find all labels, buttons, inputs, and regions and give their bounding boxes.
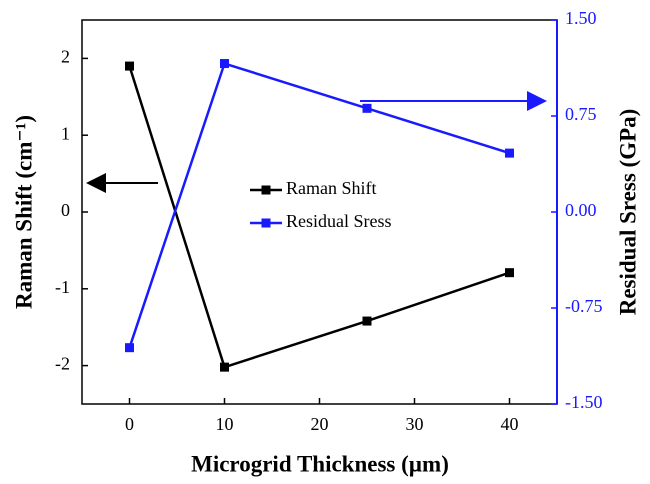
point bbox=[125, 343, 134, 353]
legend-label: Residual Sress bbox=[286, 211, 392, 231]
y-tick-label: -1 bbox=[55, 277, 70, 297]
y-tick-label: 0 bbox=[61, 200, 70, 220]
series-line bbox=[128, 65, 510, 369]
point bbox=[505, 268, 514, 278]
y2-tick-label: -0.75 bbox=[565, 296, 603, 316]
point bbox=[362, 316, 372, 326]
x-tick-label: 10 bbox=[216, 414, 234, 434]
x-axis-label: Microgrid Thickness (µm) bbox=[191, 451, 449, 476]
y2-tick-label: 1.50 bbox=[565, 8, 597, 28]
legend-marker bbox=[261, 218, 271, 228]
x-tick-label: 40 bbox=[501, 414, 519, 434]
x-tick-label: 30 bbox=[406, 414, 424, 434]
y2-tick-label: -1.50 bbox=[565, 392, 603, 412]
point bbox=[505, 148, 514, 158]
x-tick-label: 0 bbox=[125, 414, 134, 434]
point bbox=[220, 362, 229, 372]
series-line bbox=[128, 61, 510, 349]
y2-tick-label: 0.75 bbox=[565, 104, 597, 124]
y-tick-label: 1 bbox=[61, 123, 70, 143]
legend-label: Raman Shift bbox=[286, 178, 377, 198]
y-tick-label: -2 bbox=[55, 354, 70, 374]
y2-axis-label: Residual Sress (GPa) bbox=[615, 109, 640, 316]
y2-tick-label: 0.00 bbox=[565, 200, 597, 220]
point bbox=[220, 59, 229, 69]
y-tick-label: 2 bbox=[61, 47, 70, 67]
point bbox=[362, 103, 372, 113]
legend-marker bbox=[261, 185, 271, 195]
point bbox=[125, 61, 134, 71]
x-tick-label: 20 bbox=[311, 414, 329, 434]
y-axis-label: Raman Shift (cm⁻¹) bbox=[11, 115, 36, 309]
